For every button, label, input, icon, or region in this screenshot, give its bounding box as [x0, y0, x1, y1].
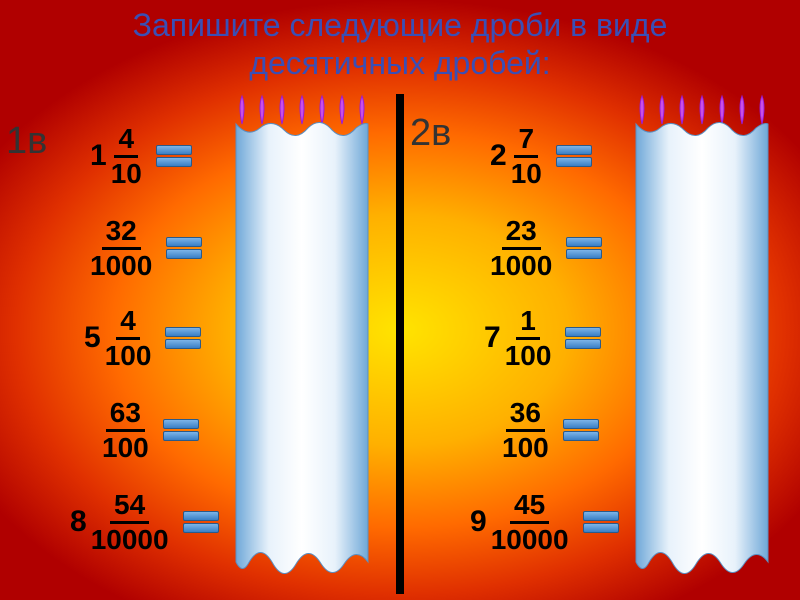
fraction-row: 36 100	[502, 392, 599, 468]
column-divider	[396, 94, 404, 594]
fraction-whole: 5	[84, 321, 101, 355]
fraction-denominator: 10000	[91, 524, 169, 554]
fraction-denominator: 10	[111, 158, 142, 188]
fraction-numerator: 36	[506, 399, 545, 432]
column-label-1: 1в	[6, 120, 47, 163]
fraction-numerator: 23	[502, 217, 541, 250]
fraction-numerator: 1	[516, 307, 540, 340]
fraction-row: 32 1000	[90, 210, 202, 286]
fraction: 32 1000	[90, 217, 152, 280]
fraction-stack: 63 100	[102, 399, 149, 462]
fraction-row: 7 1 100	[484, 300, 601, 376]
fraction: 8 54 10000	[70, 491, 169, 554]
fraction: 2 7 10	[490, 125, 542, 188]
fraction-denominator: 1000	[90, 250, 152, 280]
fraction-row: 63 100	[102, 392, 199, 468]
fraction-numerator: 63	[106, 399, 145, 432]
fraction-stack: 1 100	[505, 307, 552, 370]
fraction-whole: 8	[70, 505, 87, 539]
fraction-numerator: 4	[114, 125, 138, 158]
fraction-row: 1 4 10	[90, 118, 192, 194]
fraction-row: 23 1000	[490, 210, 602, 286]
fraction-denominator: 10	[511, 158, 542, 188]
fraction-stack: 32 1000	[90, 217, 152, 280]
fraction: 63 100	[102, 399, 149, 462]
equals-icon	[583, 509, 619, 535]
fraction-whole: 9	[470, 505, 487, 539]
fraction: 1 4 10	[90, 125, 142, 188]
scroll-icon-2	[628, 94, 776, 586]
fraction-row: 2 7 10	[490, 118, 592, 194]
fraction-stack: 36 100	[502, 399, 549, 462]
fraction-whole: 1	[90, 139, 107, 173]
fraction-whole: 7	[484, 321, 501, 355]
fraction-numerator: 54	[110, 491, 149, 524]
fraction-denominator: 100	[105, 340, 152, 370]
equals-icon	[566, 235, 602, 261]
equals-icon	[166, 235, 202, 261]
fraction-stack: 4 10	[111, 125, 142, 188]
fraction-row: 5 4 100	[84, 300, 201, 376]
equals-icon	[183, 509, 219, 535]
equals-icon	[156, 143, 192, 169]
fraction-denominator: 10000	[491, 524, 569, 554]
column-label-2: 2в	[410, 112, 451, 155]
fraction-row: 9 45 10000	[470, 484, 619, 560]
fraction: 5 4 100	[84, 307, 151, 370]
fraction: 9 45 10000	[470, 491, 569, 554]
fraction: 23 1000	[490, 217, 552, 280]
fraction-denominator: 100	[505, 340, 552, 370]
fraction-numerator: 4	[116, 307, 140, 340]
fraction-denominator: 1000	[490, 250, 552, 280]
fraction: 36 100	[502, 399, 549, 462]
fraction-stack: 45 10000	[491, 491, 569, 554]
fraction-row: 8 54 10000	[70, 484, 219, 560]
fraction-numerator: 32	[102, 217, 141, 250]
fraction-numerator: 45	[510, 491, 549, 524]
equals-icon	[565, 325, 601, 351]
equals-icon	[556, 143, 592, 169]
fraction-stack: 54 10000	[91, 491, 169, 554]
fraction-stack: 7 10	[511, 125, 542, 188]
title-line-1: Запишите следующие дроби в виде	[133, 7, 668, 43]
fraction-denominator: 100	[502, 432, 549, 462]
fraction-stack: 4 100	[105, 307, 152, 370]
fraction-numerator: 7	[514, 125, 538, 158]
scroll-icon-1	[228, 94, 376, 586]
fraction: 7 1 100	[484, 307, 551, 370]
page-title: Запишите следующие дроби в виде десятичн…	[0, 6, 800, 83]
title-line-2: десятичных дробей:	[249, 45, 550, 81]
equals-icon	[165, 325, 201, 351]
fraction-stack: 23 1000	[490, 217, 552, 280]
fraction-whole: 2	[490, 139, 507, 173]
equals-icon	[563, 417, 599, 443]
fraction-denominator: 100	[102, 432, 149, 462]
equals-icon	[163, 417, 199, 443]
